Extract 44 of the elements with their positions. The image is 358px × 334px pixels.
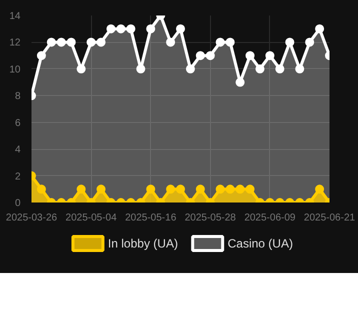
point [36, 51, 46, 60]
point [265, 51, 274, 60]
point [246, 51, 255, 60]
y-tick-label: 12 [9, 38, 21, 49]
point [106, 24, 116, 34]
y-tick-label: 14 [9, 11, 21, 22]
y-tick-label: 10 [9, 64, 21, 76]
point [216, 38, 225, 47]
legend-label: In lobby (UA) [108, 236, 178, 250]
point [126, 24, 136, 34]
point [186, 64, 195, 74]
legend-label: Casino (UA) [228, 236, 293, 250]
x-tick-label: 2025-05-28 [184, 212, 236, 224]
point [315, 24, 324, 34]
point [275, 64, 284, 74]
point [86, 38, 96, 47]
point [166, 38, 176, 47]
x-tick-label: 2025-05-16 [125, 212, 177, 224]
point [116, 24, 126, 34]
point [56, 38, 66, 47]
point [96, 38, 106, 47]
point [236, 78, 245, 87]
y-tick-label: 2 [14, 171, 21, 182]
point [76, 64, 86, 74]
y-tick-label: 0 [14, 198, 21, 209]
point [66, 38, 76, 47]
x-tick-label: 2025-06-21 [304, 212, 356, 224]
point [146, 24, 156, 34]
point [46, 38, 56, 47]
point [196, 51, 205, 60]
point [206, 51, 215, 60]
y-tick-label: 4 [14, 144, 21, 156]
x-tick-label: 2025-03-26 [6, 212, 58, 224]
point [255, 64, 264, 74]
point [136, 64, 146, 74]
x-tick-label: 2025-05-04 [66, 212, 118, 224]
point [176, 24, 185, 34]
y-tick-label: 8 [14, 91, 21, 102]
y-tick-label: 6 [14, 118, 21, 129]
point [226, 38, 235, 47]
point [285, 38, 294, 47]
x-tick-label: 2025-06-09 [244, 212, 296, 224]
point [305, 38, 314, 47]
point [295, 64, 304, 74]
